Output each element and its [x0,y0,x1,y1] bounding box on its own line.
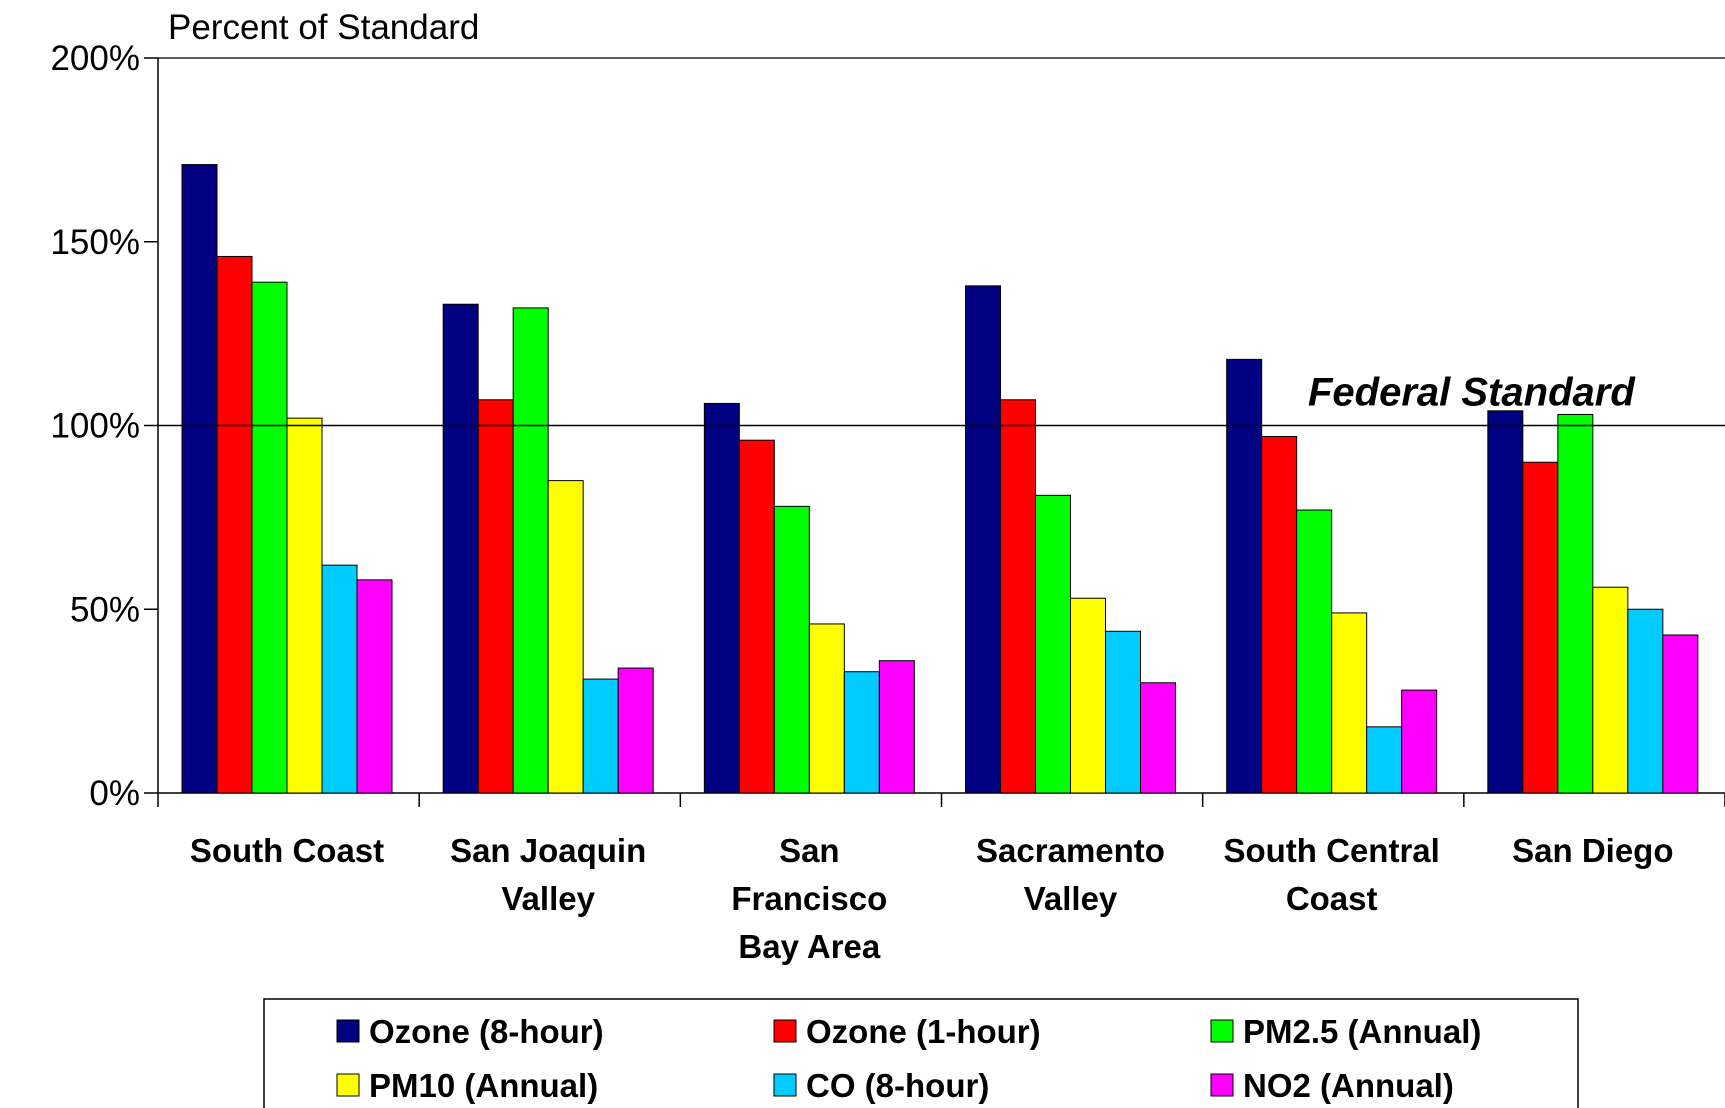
category-label: Coast [1286,880,1378,917]
bar [703,402,740,794]
bar [442,303,479,794]
bar [321,564,358,794]
legend-box [263,998,1579,1108]
bar [547,480,584,794]
legend-label: PM10 (Annual) [369,1067,598,1104]
bar [1627,608,1664,794]
legend-swatch [336,1019,360,1043]
bar [808,623,845,794]
bar [1331,612,1368,794]
bar [878,660,915,794]
bar [582,678,619,794]
bar [965,285,1001,794]
legend-label: NO2 (Annual) [1243,1067,1454,1104]
bar [512,307,549,794]
bar [1592,586,1629,794]
legend-swatch [336,1073,360,1097]
bar [617,667,654,794]
bar [181,164,218,794]
legend-swatch [773,1019,797,1043]
federal-standard-reference: Federal Standard [158,371,1725,427]
y-tick-label: 50% [70,590,140,629]
bar [1035,494,1071,794]
legend-swatch [1210,1073,1234,1097]
bar [1070,597,1106,794]
y-axis-label: Percent of Standard [168,8,479,47]
bars [181,164,1699,794]
bar [1105,630,1141,794]
legend-label: Ozone (1-hour) [806,1013,1041,1050]
bar [1662,634,1699,794]
category-label: San [779,832,840,869]
category-label: South Coast [190,832,384,869]
category-label: Sacramento [976,832,1165,869]
category-label: San Joaquin [450,832,646,869]
y-tick-label: 200% [50,39,140,78]
bar [1487,410,1524,794]
bar [773,505,810,794]
y-tick-label: 0% [89,774,140,813]
bar [356,579,393,794]
y-tick-label: 100% [50,407,140,446]
bar [1522,461,1559,794]
legend-swatch [1210,1019,1234,1043]
bar [1296,509,1333,794]
bar [843,671,880,794]
bar [251,281,288,794]
bar [286,417,323,794]
bar [1000,399,1036,794]
x-axis [157,793,1725,807]
bar [1401,689,1438,794]
legend: Ozone (8-hour) Ozone (1-hour) PM2.5 (Annua… [263,998,1579,1108]
category-label: South Central [1223,832,1439,869]
bar [477,399,514,794]
category-label: Valley [501,880,595,917]
category-labels: South Coast San Joaquin Valley San Francisco… [190,832,1674,965]
bar [738,439,775,794]
legend-label: Ozone (8-hour) [369,1013,604,1050]
category-label: Francisco [731,880,887,917]
category-label: Valley [1024,880,1118,917]
bar [1366,726,1403,794]
bar [216,255,253,794]
y-tick-label: 150% [50,223,140,262]
y-axis: 0% 50% 100% 150% 200% [50,39,158,813]
bar [1557,413,1594,794]
category-label: San Diego [1512,832,1673,869]
legend-label: CO (8-hour) [806,1067,989,1104]
bar [1261,436,1298,794]
legend-label: PM2.5 (Annual) [1243,1013,1481,1050]
bar [1140,682,1176,794]
federal-standard-label: Federal Standard [1308,371,1636,415]
legend-swatch [773,1073,797,1097]
category-label: Bay Area [738,928,881,965]
bar [1226,358,1263,794]
